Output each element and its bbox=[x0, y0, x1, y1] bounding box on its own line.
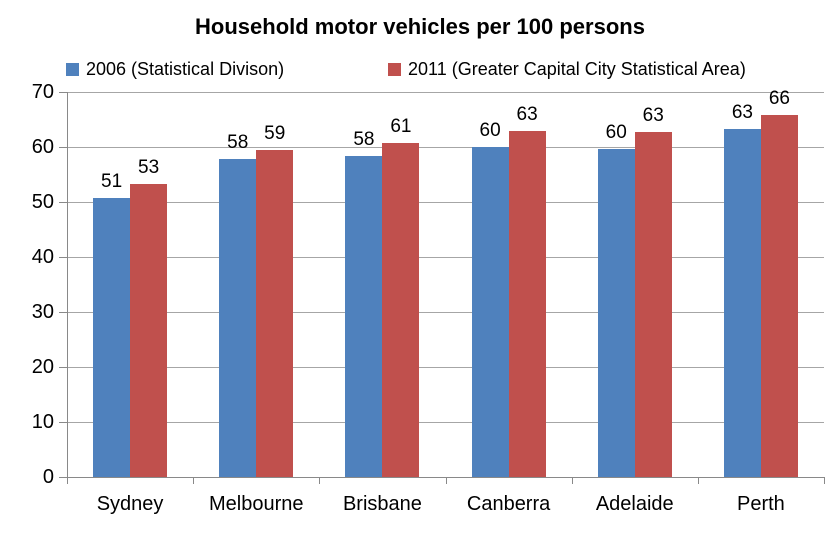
gridline-20 bbox=[67, 367, 824, 368]
bar-brisbane-2011 bbox=[382, 143, 420, 477]
bar-brisbane-2006 bbox=[345, 155, 383, 477]
y-tick-10 bbox=[59, 422, 67, 423]
bar-label-melbourne-2006: 58 bbox=[227, 132, 249, 154]
gridline-10 bbox=[67, 422, 824, 423]
x-label-sydney: Sydney bbox=[96, 493, 164, 515]
bar-adelaide-2006 bbox=[597, 148, 635, 477]
x-tick-4 bbox=[571, 477, 573, 484]
bar-label-sydney-2011: 53 bbox=[138, 157, 160, 179]
y-tick-label-10: 10 bbox=[31, 411, 54, 433]
y-tick-label-50: 50 bbox=[31, 191, 54, 213]
gridline-70 bbox=[67, 92, 824, 93]
legend-swatch-2011 bbox=[388, 62, 401, 76]
gridline-50 bbox=[67, 202, 824, 203]
y-tick-label-30: 30 bbox=[31, 301, 54, 323]
x-axis-line bbox=[67, 477, 824, 478]
y-tick-50 bbox=[59, 202, 67, 203]
x-label-melbourne: Melbourne bbox=[208, 493, 304, 515]
x-tick-5 bbox=[697, 477, 699, 484]
y-tick-label-40: 40 bbox=[31, 246, 54, 268]
bar-label-brisbane-2011: 61 bbox=[390, 116, 412, 138]
y-axis-line bbox=[67, 92, 68, 477]
legend-item-2011: 2011 (Greater Capital City Statistical A… bbox=[388, 58, 746, 80]
y-tick-40 bbox=[59, 257, 67, 258]
gridline-40 bbox=[67, 257, 824, 258]
bar-canberra-2006 bbox=[471, 147, 509, 477]
bar-perth-2011 bbox=[760, 115, 798, 477]
x-tick-2 bbox=[319, 477, 321, 484]
x-label-canberra: Canberra bbox=[466, 493, 551, 515]
bar-label-perth-2011: 66 bbox=[768, 88, 790, 110]
legend-swatch-2006 bbox=[66, 62, 79, 76]
bar-label-canberra-2011: 63 bbox=[516, 103, 538, 125]
legend-label-2006: 2006 (Statistical Divison) bbox=[86, 58, 285, 79]
y-tick-label-0: 0 bbox=[42, 466, 54, 488]
x-tick-0 bbox=[67, 477, 68, 484]
bar-melbourne-2006 bbox=[219, 159, 257, 477]
bar-melbourne-2011 bbox=[256, 150, 294, 477]
y-tick-label-20: 20 bbox=[31, 356, 54, 378]
y-tick-30 bbox=[59, 312, 67, 313]
y-tick-label-60: 60 bbox=[31, 136, 54, 158]
x-tick-3 bbox=[445, 477, 447, 484]
y-tick-20 bbox=[59, 367, 67, 368]
bar-label-melbourne-2011: 59 bbox=[264, 123, 286, 145]
y-tick-70 bbox=[59, 92, 67, 93]
plot-area: 0 10 20 30 40 50 60 70 51 53 Sydney 58 59 Melbourne 58… bbox=[32, 82, 825, 515]
x-tick-6 bbox=[824, 477, 825, 484]
bar-label-canberra-2006: 60 bbox=[479, 120, 501, 141]
bar-perth-2006 bbox=[723, 129, 761, 477]
gridline-60 bbox=[67, 147, 824, 148]
bar-label-sydney-2006: 51 bbox=[101, 170, 123, 192]
y-tick-label-70: 70 bbox=[31, 81, 54, 103]
bar-adelaide-2011 bbox=[634, 132, 672, 477]
chart-title: Household motor vehicles per 100 persons bbox=[195, 14, 645, 39]
x-label-perth: Perth bbox=[737, 493, 785, 515]
bar-label-adelaide-2011: 63 bbox=[642, 105, 664, 127]
bar-label-brisbane-2006: 58 bbox=[353, 128, 375, 150]
y-tick-60 bbox=[59, 147, 67, 148]
bar-sydney-2006 bbox=[93, 197, 131, 477]
gridline-30 bbox=[67, 312, 824, 313]
x-label-adelaide: Adelaide bbox=[595, 493, 674, 515]
legend-item-2006: 2006 (Statistical Divison) bbox=[66, 58, 284, 80]
x-label-brisbane: Brisbane bbox=[342, 493, 422, 515]
bar-sydney-2011 bbox=[130, 184, 168, 477]
legend-label-2011: 2011 (Greater Capital City Statistical A… bbox=[408, 58, 746, 79]
bar-label-perth-2006: 63 bbox=[731, 102, 753, 124]
bar-label-adelaide-2006: 60 bbox=[605, 121, 627, 143]
y-tick-0 bbox=[59, 477, 67, 478]
bar-canberra-2011 bbox=[508, 130, 546, 477]
x-tick-1 bbox=[193, 477, 195, 484]
